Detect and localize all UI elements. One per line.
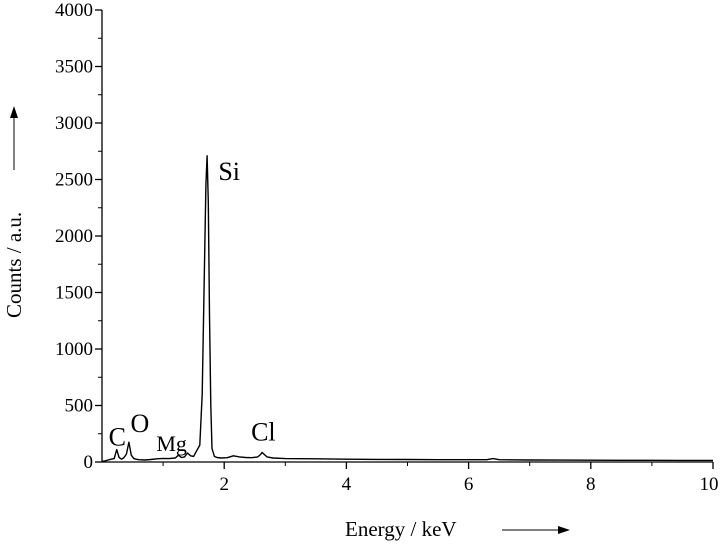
- y-tick-label: 1500: [55, 283, 93, 304]
- y-tick-label: 4000: [55, 0, 93, 21]
- y-tick-label: 2500: [55, 170, 93, 191]
- x-axis-arrow-head: [558, 526, 570, 534]
- x-tick-label: 4: [342, 474, 352, 495]
- peak-label-mg: Mg: [156, 431, 187, 456]
- x-tick-label: 8: [586, 474, 596, 495]
- labels: Energy / keV Counts / a.u. C OMg Si Cl: [2, 106, 570, 541]
- spectrum-line: [101, 155, 713, 463]
- plot-area: [101, 155, 713, 463]
- peak-label-c: C: [109, 423, 126, 452]
- y-axis-title: Counts / a.u.: [2, 212, 26, 318]
- y-tick-label: 3000: [55, 113, 93, 134]
- peak-label-si: Si: [218, 157, 240, 186]
- y-tick-label: 3500: [55, 57, 93, 78]
- axes: 0 500 1000 1500 2000 2500 3000 3500 4000 2 4 6 8 10: [55, 0, 719, 495]
- x-tick-label: 6: [464, 474, 474, 495]
- y-axis-arrow-head: [10, 106, 18, 118]
- y-tick-label: 500: [65, 396, 94, 417]
- x-axis-title: Energy / keV: [345, 517, 457, 541]
- y-tick-label: 1000: [55, 339, 93, 360]
- y-tick-label: 0: [84, 452, 94, 473]
- x-tick-label: 10: [700, 474, 719, 495]
- y-tick-label: 2000: [55, 226, 93, 247]
- x-tick-label: 2: [219, 474, 229, 495]
- peak-label-o: O: [131, 409, 150, 438]
- peak-label-cl: Cl: [251, 417, 276, 446]
